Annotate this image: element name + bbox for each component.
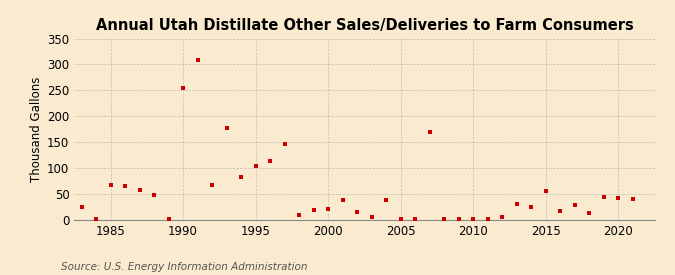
Point <box>468 217 479 222</box>
Point <box>396 217 406 222</box>
Point <box>119 184 130 188</box>
Point <box>148 192 159 197</box>
Point <box>555 209 566 213</box>
Point <box>250 164 261 168</box>
Point <box>236 175 246 179</box>
Point <box>454 217 464 222</box>
Point <box>192 58 203 62</box>
Point <box>439 217 450 222</box>
Point <box>381 198 392 202</box>
Point <box>425 130 435 134</box>
Point <box>512 202 522 207</box>
Point <box>410 217 421 222</box>
Title: Annual Utah Distillate Other Sales/Deliveries to Farm Consumers: Annual Utah Distillate Other Sales/Deliv… <box>96 18 633 33</box>
Point <box>570 203 580 207</box>
Point <box>163 217 174 222</box>
Point <box>613 196 624 200</box>
Point <box>323 207 333 211</box>
Point <box>338 198 348 202</box>
Point <box>105 183 116 187</box>
Point <box>76 205 87 209</box>
Point <box>367 215 377 220</box>
Point <box>134 188 145 192</box>
Point <box>90 217 101 222</box>
Point <box>207 183 217 187</box>
Point <box>541 189 551 194</box>
Y-axis label: Thousand Gallons: Thousand Gallons <box>30 76 43 182</box>
Point <box>497 215 508 220</box>
Point <box>294 213 304 217</box>
Point <box>279 142 290 147</box>
Point <box>178 86 188 90</box>
Point <box>265 159 275 164</box>
Point <box>584 211 595 215</box>
Point <box>483 217 493 222</box>
Point <box>628 197 639 202</box>
Point <box>599 194 610 199</box>
Point <box>352 210 362 214</box>
Point <box>308 207 319 212</box>
Point <box>221 125 232 130</box>
Text: Source: U.S. Energy Information Administration: Source: U.S. Energy Information Administ… <box>61 262 307 272</box>
Point <box>526 205 537 209</box>
